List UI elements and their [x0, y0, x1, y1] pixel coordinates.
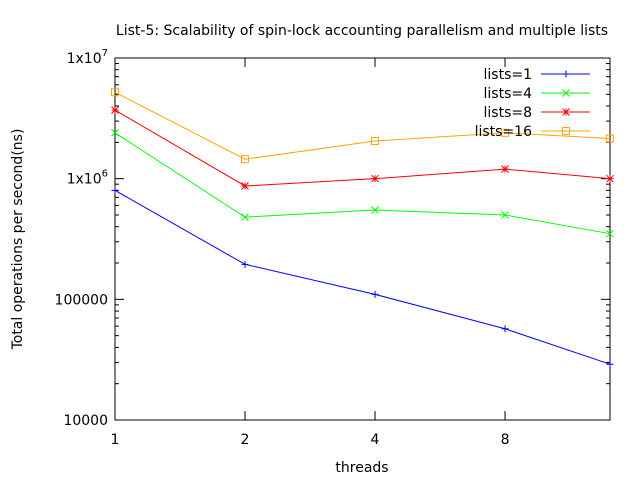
data-point-marker [371, 137, 380, 146]
x-axis-label: threads [335, 460, 388, 476]
data-point-marker [501, 211, 509, 219]
legend: lists=1 lists=4 lists=8 lists=16 [475, 67, 590, 140]
series-line [114, 109, 611, 187]
data-point-marker [241, 260, 249, 268]
data-point-marker [606, 229, 614, 238]
data-point-marker [501, 128, 510, 137]
y-tick-label-base: 1x10 [67, 51, 102, 67]
x-axis: 1 2 4 8 [111, 58, 510, 448]
x-tick-label: 2 [241, 432, 250, 448]
data-point-marker [241, 182, 249, 190]
data-point-marker [111, 106, 119, 114]
data-point-marker [111, 186, 119, 194]
data-point-marker [111, 88, 119, 97]
chart-title: List-5: Scalability of spin-lock account… [116, 23, 608, 39]
series-layer [111, 88, 614, 368]
data-point-marker [241, 213, 249, 221]
legend-label: lists=1 [484, 67, 533, 83]
y-tick-label-exponent: 7 [102, 48, 108, 59]
data-point-marker [371, 206, 379, 214]
y-axis-label: Total operations per second(ns) [10, 129, 26, 351]
data-point-marker [371, 290, 379, 298]
y-tick-label-exponent: 6 [102, 169, 108, 180]
data-point-marker [606, 360, 614, 368]
x-tick-label: 8 [501, 432, 510, 448]
legend-item: lists=4 [484, 86, 590, 102]
data-point-marker [606, 174, 614, 183]
y-tick-label: 1x107 [67, 48, 108, 67]
y-tick-label-base: 1x10 [67, 172, 102, 188]
series-lists=16 [111, 88, 614, 164]
data-point-marker [501, 325, 509, 333]
series-lists=1 [111, 186, 614, 368]
series-lists=8 [111, 106, 614, 190]
x-tick-label: 1 [111, 432, 120, 448]
plot-frame [114, 57, 611, 421]
legend-label: lists=16 [475, 124, 532, 140]
series-line [114, 189, 611, 365]
x-tick-label: 4 [371, 432, 380, 448]
data-point-marker [111, 128, 119, 137]
legend-label: lists=4 [484, 86, 533, 102]
data-point-marker [241, 155, 250, 164]
legend-item: lists=16 [475, 124, 590, 140]
data-point-marker [562, 70, 570, 78]
data-point-marker [562, 89, 570, 97]
y-tick-label: 10000 [63, 413, 108, 429]
y-tick-label-base: 100000 [55, 292, 108, 308]
legend-item: lists=8 [484, 105, 590, 121]
legend-item: lists=1 [484, 67, 590, 83]
data-point-marker [562, 108, 570, 116]
y-tick-label-base: 10000 [63, 413, 108, 429]
legend-label: lists=8 [484, 105, 533, 121]
data-point-marker [501, 165, 509, 173]
y-tick-label: 100000 [55, 292, 108, 308]
data-point-marker [562, 127, 570, 135]
series-lists=4 [111, 128, 614, 238]
series-line [114, 91, 611, 160]
data-point-marker [606, 134, 614, 143]
y-tick-label: 1x106 [67, 169, 108, 188]
series-line [114, 132, 611, 235]
data-point-marker [371, 174, 379, 183]
